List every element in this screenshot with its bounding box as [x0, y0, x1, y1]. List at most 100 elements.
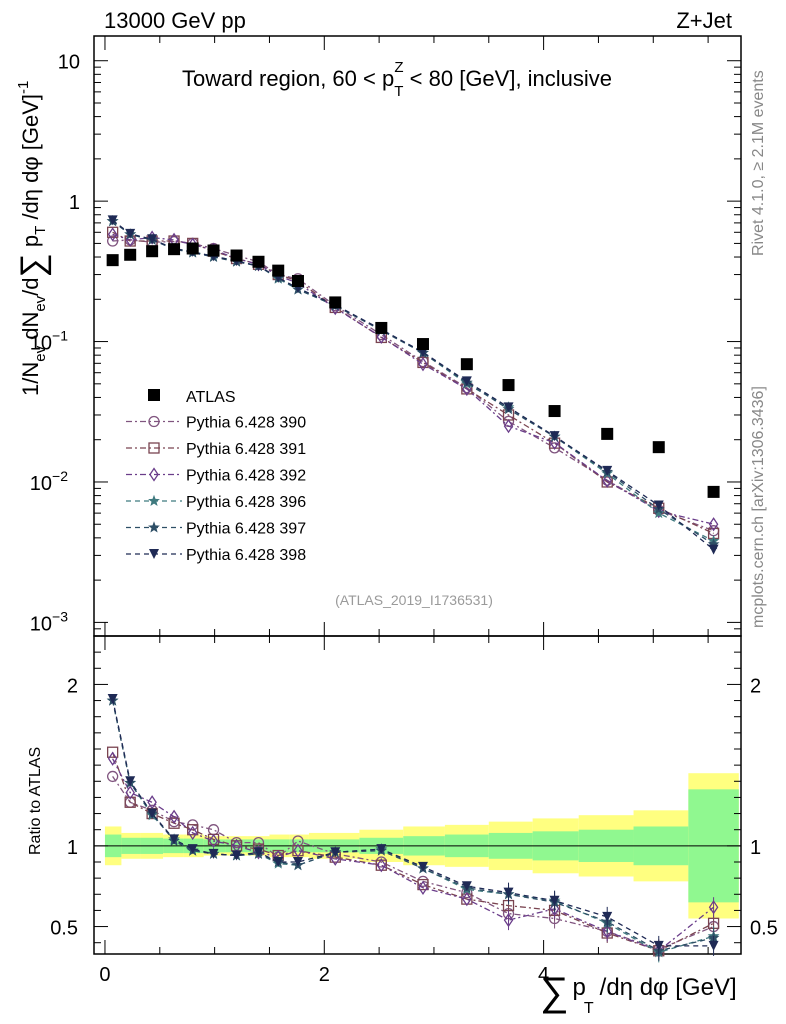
legend-label: Pythia 6.428 398	[186, 547, 306, 564]
ylabel-sigma: ∑	[14, 253, 52, 277]
legend-marker	[148, 494, 160, 506]
xlabel-p: p	[573, 974, 586, 1001]
plot-title: Toward region, 60 < pTZ < 80 [GeV], incl…	[182, 59, 612, 100]
atlas-data-point	[460, 358, 473, 371]
ratio-marker	[125, 785, 135, 800]
ylabel-a-sub: ev	[32, 345, 49, 361]
ylabel-c: /d	[18, 277, 43, 295]
ylabel-d: /dη dφ [GeV]	[18, 94, 43, 226]
ratio-marker	[503, 887, 514, 898]
y-tick-base: 1	[69, 192, 80, 214]
y-tick-base: 10	[30, 333, 52, 355]
ratio-marker	[503, 912, 514, 928]
ratio-marker	[273, 856, 284, 867]
legend-marker	[148, 415, 160, 428]
legend: ATLAS Pythia 6.428 390 Pythia 6.428 391 Pyt…	[126, 389, 306, 564]
ratio-marker	[107, 751, 118, 766]
ratio-marker	[708, 940, 719, 951]
ratio-marker	[168, 817, 180, 829]
series-marker	[106, 235, 119, 247]
legend-label: Pythia 6.428 396	[186, 494, 306, 511]
series-marker	[708, 517, 719, 532]
series-marker	[652, 506, 665, 519]
legend-label: Pythia 6.428 390	[186, 415, 306, 432]
atlas-data-point	[375, 321, 388, 334]
y-tick-label: 10	[58, 52, 80, 74]
ylabel-b: dN	[18, 312, 43, 346]
ylabel-p: p	[18, 235, 43, 253]
ratio-marker	[293, 843, 303, 858]
series-marker	[708, 544, 719, 555]
series-marker	[107, 227, 118, 242]
series-marker	[503, 402, 514, 413]
ratio-marker	[376, 844, 387, 855]
y-tick-exp: −1	[52, 328, 68, 344]
atlas-data-point	[329, 296, 342, 309]
ratio-marker	[602, 924, 612, 939]
ratio-marker	[417, 861, 428, 872]
atlas-data-point	[168, 243, 181, 256]
ratio-marker	[187, 844, 198, 855]
ratio-tick-label-left: 1	[67, 837, 78, 859]
ratio-marker	[231, 850, 242, 861]
ratio-marker	[147, 808, 158, 819]
legend-marker	[149, 549, 159, 559]
legend-marker	[148, 442, 160, 454]
y-tick-label: 10−3	[30, 608, 68, 635]
atlas-data-point	[707, 485, 720, 498]
legend-label: Pythia 6.428 392	[186, 468, 306, 485]
y-axis-label-bottom: Ratio to ATLAS	[27, 747, 44, 855]
ratio-marker	[462, 891, 472, 907]
atlas-data-point	[146, 245, 159, 258]
series-marker	[418, 357, 428, 372]
ratio-marker	[376, 858, 387, 873]
side-label-bottom: mcplots.cern.ch [arXiv:1306.3436]	[750, 386, 767, 628]
ratio-marker	[602, 911, 613, 922]
atlas-data-point	[601, 427, 614, 440]
atlas-data-point	[186, 242, 199, 255]
atlas-data-point	[291, 274, 304, 287]
atlas-data-point	[652, 441, 665, 454]
title-sub: T	[394, 83, 403, 100]
main-plot-frame	[93, 35, 742, 637]
atlas-data-point	[416, 338, 429, 351]
y-tick-exp: −2	[52, 468, 68, 484]
series-line	[112, 239, 714, 532]
y-tick-exp: −3	[52, 608, 68, 624]
ylabel-d-sup: -1	[15, 81, 32, 94]
title-post: < 80 [GeV], inclusive	[404, 66, 613, 91]
xlabel-rest: /dη dφ [GeV]	[600, 974, 737, 1001]
series-marker	[549, 431, 560, 442]
y-tick-base: 10	[30, 613, 52, 635]
ylabel-p-sub: T	[32, 226, 49, 235]
ratio-marker	[187, 825, 198, 841]
series-marker	[503, 418, 514, 434]
series-marker	[147, 234, 158, 245]
ratio-marker	[187, 824, 199, 836]
series-marker	[107, 215, 118, 226]
atlas-data-point	[106, 254, 119, 267]
legend-atlas-label: ATLAS	[186, 389, 236, 406]
ratio-marker	[169, 809, 179, 824]
ratio-marker	[207, 824, 220, 836]
atlas-data-point	[230, 249, 243, 262]
ratio-marker	[653, 940, 664, 951]
atlas-data-point	[207, 244, 220, 257]
y-tick-label: 10−2	[30, 468, 68, 495]
series-marker	[602, 473, 612, 488]
ratio-tick-label-left: 2	[67, 675, 78, 697]
ratio-marker	[106, 746, 119, 758]
series-marker	[376, 329, 387, 345]
legend-label: Pythia 6.428 391	[186, 441, 306, 458]
ratio-plot-frame	[93, 635, 742, 955]
atlas-data-point	[124, 248, 137, 261]
atlas-data-point	[548, 405, 561, 418]
header-right: Z+Jet	[676, 8, 732, 33]
y-tick-label: 10−1	[30, 328, 68, 355]
x-axis-label: ∑ p T/dη dφ [GeV]	[540, 970, 737, 1017]
y-tick-base: 10	[30, 473, 52, 495]
analysis-id: (ATLAS_2019_I1736531)	[335, 592, 493, 608]
ratio-marker	[253, 847, 264, 858]
